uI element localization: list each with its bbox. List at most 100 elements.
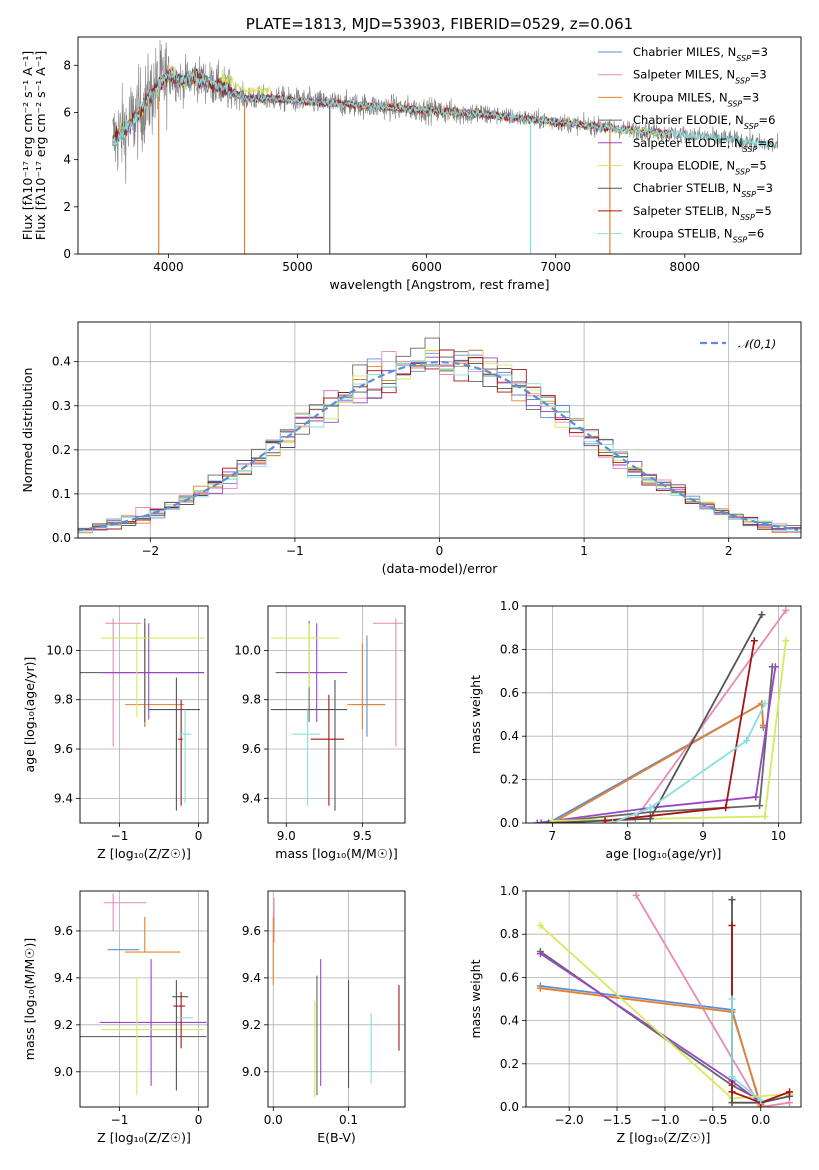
panel-mass-vs-Z: −1 0 9.0 9.2 9.4 9.6 Z [log₁₀(Z/Z☉)] mass [log₁… — [22, 890, 209, 1145]
legend-label-text: Chabrier STELIB, N — [633, 181, 741, 195]
x-tick-label: 6000 — [411, 260, 442, 274]
y-tick-label: 10.0 — [46, 643, 73, 657]
y-tick-label: 1.0 — [500, 599, 519, 613]
y-axis-label: age [log₁₀(age/yr)] — [22, 657, 37, 773]
y-tick-label: 9.8 — [242, 693, 261, 707]
x-tick-label: 0 — [195, 1113, 203, 1127]
y-axis-label: Flux [fλ10⁻¹⁷ erg cm⁻² s⁻¹ A⁻¹] — [33, 51, 48, 240]
legend-label-tail: =6 — [747, 227, 764, 241]
series-marker-chabrier_elodie — [756, 802, 764, 810]
legend-label-text: Kroupa STELIB, N — [633, 227, 733, 241]
x-tick-label: 9 — [699, 829, 707, 843]
y-tick-label: 9.4 — [242, 791, 261, 805]
legend-label-text: Chabrier MILES, N — [633, 45, 736, 59]
x-axis-label: age [log₁₀(age/yr)] — [606, 846, 722, 861]
y-tick-label: 9.6 — [54, 742, 73, 756]
model-spectrum-salpeter_stelib — [112, 68, 672, 147]
x-tick-label: 0.1 — [339, 1113, 358, 1127]
series-marker-kroupa_stelib — [761, 700, 769, 708]
y-tick-label: 0.8 — [500, 927, 519, 941]
y-tick-label: 9.6 — [54, 924, 73, 938]
spectrum-plot — [112, 39, 779, 254]
histogram-kroupa_stelib — [78, 360, 801, 533]
y-tick-label: 9.4 — [54, 971, 73, 985]
x-tick-label: 9.0 — [277, 829, 296, 843]
series-line-kroupa_miles — [540, 987, 762, 1106]
x-tick-label: 4000 — [153, 260, 184, 274]
x-tick-label: 0 — [195, 829, 203, 843]
legend-label-salpeter_stelib: Salpeter STELIB, NSSP=5 — [633, 204, 772, 222]
series-marker-chabrier_stelib — [728, 896, 736, 904]
x-axis-label: Z [log₁₀(Z/Z☉)] — [97, 1130, 191, 1145]
axes-frame — [267, 605, 406, 824]
x-tick-label: −0.5 — [698, 1113, 727, 1127]
x-tick-label: 7 — [549, 829, 557, 843]
legend-label-sub: SSP — [733, 235, 748, 244]
line-plot — [533, 606, 790, 823]
series-marker-kroupa_stelib — [728, 1073, 736, 1081]
legend-label-text: Kroupa ELODIE, N — [633, 159, 735, 173]
series-marker-kroupa_elodie — [761, 812, 769, 820]
series-marker-kroupa_miles — [759, 721, 767, 729]
y-tick-label: 9.0 — [54, 1065, 73, 1079]
x-tick-label: 8 — [624, 829, 632, 843]
series-line-salpeter_miles — [548, 609, 787, 823]
legend-label-sub: SSP — [736, 54, 751, 63]
legend-label-normal: 𝒩(0,1) — [738, 337, 776, 351]
line-plot — [536, 891, 794, 1107]
y-tick-label: 6 — [63, 105, 71, 119]
y-tick-label: 0.4 — [52, 355, 71, 369]
legend-label-text: Kroupa MILES, N — [633, 90, 728, 104]
y-tick-label: 9.6 — [242, 742, 261, 756]
errorbar-plot — [271, 618, 404, 811]
panel-spectrum: 4000 5000 6000 7000 8000 0 2 4 6 8 PLATE=1813, MJD… — [20, 15, 802, 292]
x-tick-label: 1 — [580, 544, 588, 558]
y-tick-label: 2 — [63, 200, 71, 214]
y-tick-label: 1.0 — [500, 884, 519, 898]
x-axis-label: Z [log₁₀(Z/Z☉)] — [97, 846, 191, 861]
legend-label-tail: =3 — [750, 68, 767, 82]
y-tick-label: 0.4 — [500, 729, 519, 743]
legend-label-text: Salpeter STELIB, N — [633, 204, 740, 218]
panel-residuals: −2 −1 0 1 2 0.0 0.1 0.2 0.3 0.4 (data-model)/error… — [20, 321, 802, 576]
y-tick-label: 9.8 — [54, 693, 73, 707]
y-tick-label: 0.3 — [52, 399, 71, 413]
axes-frame — [77, 321, 802, 539]
y-tick-label: 9.4 — [242, 971, 261, 985]
legend-label-chabrier_stelib: Chabrier STELIB, NSSP=3 — [633, 181, 773, 199]
y-axis-label: mass weight — [468, 675, 483, 754]
y-tick-label: 9.0 — [242, 1065, 261, 1079]
panel-age-vs-Z: −1 0 9.4 9.6 9.8 10.0 Z [log₁₀(Z/Z☉)] age [log₁… — [22, 605, 209, 861]
series-marker-salpeter_elodie — [771, 663, 779, 671]
y-tick-label: 9.6 — [242, 924, 261, 938]
legend-label-tail: =6 — [757, 136, 774, 150]
y-axis-label: mass weight — [468, 959, 483, 1038]
y-tick-label: 0.2 — [500, 773, 519, 787]
x-tick-label: −1 — [111, 1113, 129, 1127]
series-marker-salpeter_stelib — [750, 637, 758, 645]
series-marker-salpeter_stelib — [728, 1088, 736, 1096]
legend-label-kroupa_miles: Kroupa MILES, NSSP=3 — [633, 90, 759, 108]
x-tick-label: −1.0 — [650, 1113, 679, 1127]
histogram-salpeter_stelib — [78, 349, 801, 531]
histogram-plot — [78, 337, 801, 534]
series-marker-kroupa_stelib — [646, 804, 654, 812]
legend-label-sub: SSP — [741, 190, 756, 199]
y-tick-label: 9.2 — [242, 1018, 261, 1032]
series-marker-salpeter_stelib — [601, 817, 609, 823]
errorbar-plot — [80, 618, 205, 811]
legend-label-text: Chabrier ELODIE, N — [633, 113, 744, 127]
x-axis-label: E(B-V) — [317, 1130, 356, 1145]
axes-frame — [525, 890, 802, 1108]
panel-massweight-vs-age: 7 8 9 10 0.0 0.2 0.4 0.6 0.8 1.0 age [log₁₀(age/yr… — [468, 599, 802, 861]
x-tick-label: 0 — [436, 544, 444, 558]
series-marker-salpeter_miles — [782, 606, 790, 614]
series-marker-kroupa_stelib — [757, 1097, 765, 1105]
axes-frame — [79, 605, 209, 824]
x-tick-label: 8000 — [670, 260, 701, 274]
series-line-chabrier_elodie — [541, 666, 774, 823]
series-marker-kroupa_miles — [536, 984, 544, 992]
x-axis-label: wavelength [Angstrom, rest frame] — [329, 277, 549, 292]
series-marker-kroupa_stelib — [609, 819, 617, 823]
series-marker-salpeter_stelib — [728, 922, 736, 930]
